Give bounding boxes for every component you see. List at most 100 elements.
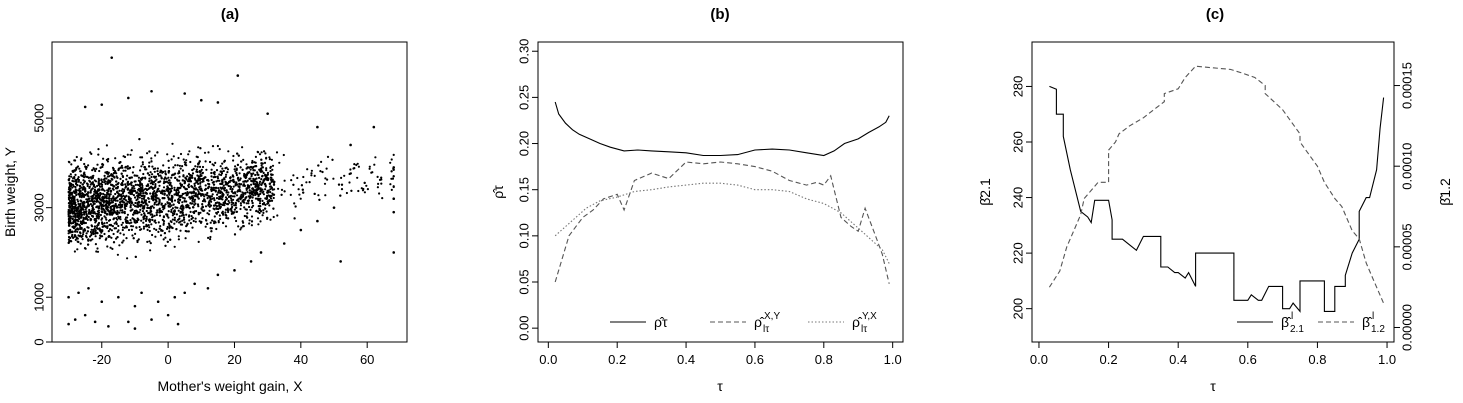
scatter-point [151,181,154,185]
scatter-point [70,163,73,166]
scatter-point [94,232,97,235]
scatter-point [266,216,269,219]
scatter-point [74,173,77,176]
scatter-point [104,238,107,241]
scatter-point [135,226,138,229]
scatter-point [78,195,81,198]
scatter-point [392,153,395,156]
x-tick-label: 0.8 [815,352,833,367]
scatter-point [260,210,263,213]
scatter-point [116,199,119,202]
scatter-point [166,313,170,317]
scatter-point [72,195,75,198]
scatter-point [356,176,359,179]
legend-label-sub: lτ [763,324,769,335]
scatter-point [172,210,176,213]
scatter-point [73,201,76,204]
scatter-point [115,237,118,240]
scatter-point [91,181,94,185]
scatter-point [172,166,175,169]
scatter-point [373,163,376,166]
scatter-point [203,176,206,179]
scatter-point [73,234,77,237]
scatter-point [255,165,258,168]
scatter-point [226,193,229,196]
scatter-point [82,218,85,221]
scatter-point [229,176,232,179]
scatter-point [231,195,234,198]
scatter-point [89,151,92,154]
scatter-point [179,229,182,232]
scatter-point [197,193,200,196]
scatter-point [176,322,180,326]
scatter-point [110,56,114,59]
scatter-point [173,212,176,216]
scatter-point [259,220,262,223]
scatter-point [150,318,153,321]
scatter-point [103,189,106,192]
scatter-point [75,155,78,159]
scatter-point [259,205,262,208]
scatter-point [123,155,127,159]
scatter-point [223,178,226,181]
scatter-point [198,160,201,163]
scatter-point [75,209,78,212]
legend-label-sub: lτ [861,324,867,335]
scatter-point [139,183,142,186]
scatter-point [210,178,213,182]
panel-b: (b) 0.0 0.2 0.4 0.6 0.8 1.0 0.000.050.100.150… [490,6,904,394]
scatter-point [176,186,179,189]
scatter-point [87,212,90,215]
scatter-point [220,187,223,190]
scatter-point [125,202,128,205]
scatter-point [169,187,172,190]
scatter-point [119,218,122,221]
scatter-point [216,101,220,104]
scatter-point [142,221,145,224]
scatter-point [137,204,141,207]
scatter-point [225,189,228,192]
scatter-point [261,175,264,178]
scatter-point [234,165,237,168]
scatter-point [258,168,261,171]
scatter-point [136,191,139,194]
scatter-point [349,143,352,147]
scatter-point [302,175,305,179]
scatter-point [89,191,92,194]
scatter-point [112,199,115,202]
scatter-point [233,269,236,272]
scatter-point [233,208,236,211]
scatter-point [124,218,127,221]
scatter-point [231,205,234,209]
scatter-point [178,201,181,205]
scatter-point [139,169,142,172]
scatter-point [77,176,80,179]
scatter-point [218,197,221,200]
scatter-point [76,184,79,187]
scatter-point [251,161,254,164]
panel-c-title: (c) [1206,6,1224,23]
scatter-point [235,194,239,197]
scatter-point [225,216,228,220]
scatter-point [118,198,122,201]
scatter-point [81,192,84,195]
scatter-point [68,188,72,192]
scatter-point [117,167,120,170]
scatter-point [84,190,87,193]
scatter-point [226,183,229,186]
scatter-point [257,187,260,191]
scatter-point [250,183,253,186]
scatter-point [123,190,126,193]
scatter-point [111,205,114,208]
scatter-point [201,203,204,206]
scatter-point [192,206,195,209]
scatter-point [78,224,82,227]
scatter-point [193,210,196,213]
scatter-point [107,325,110,328]
scatter-point [93,218,96,221]
legend-label-sub: 1.2 [1371,324,1385,335]
scatter-point [162,222,165,225]
scatter-point [186,222,189,225]
scatter-point [121,241,124,244]
scatter-point [189,179,192,182]
